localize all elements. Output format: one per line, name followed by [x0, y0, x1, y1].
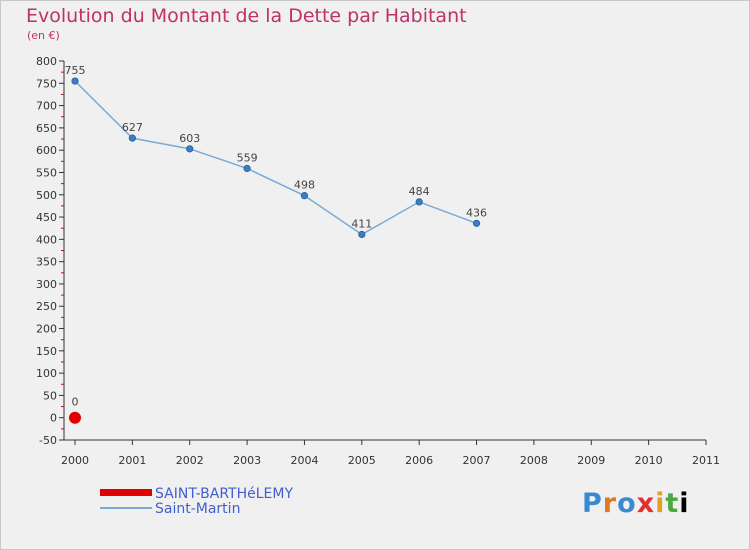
legend-swatch-saint-barthelemy [100, 489, 152, 496]
data-point-saint-martin [472, 219, 481, 227]
y-tick-label: 300 [36, 278, 57, 291]
data-point-saint-martin [128, 134, 136, 142]
y-tick-label: 650 [36, 122, 57, 135]
chart-subtitle: (en €) [27, 29, 60, 42]
data-label-saint-barthelemy: 0 [72, 396, 79, 409]
data-label-saint-martin: 627 [122, 121, 143, 134]
logo-letter: i [655, 488, 666, 519]
x-tick-label: 2007 [463, 454, 491, 467]
x-tick-label: 2005 [348, 454, 376, 467]
y-tick-label: 700 [36, 100, 57, 113]
y-tick-label: 250 [36, 300, 57, 313]
x-tick-label: 2008 [520, 454, 548, 467]
y-tick-label: 600 [36, 144, 57, 157]
y-tick-label: 100 [36, 367, 57, 380]
data-point-saint-martin [300, 192, 309, 200]
x-tick-label: 2001 [118, 454, 146, 467]
y-tick-label: 550 [36, 166, 57, 179]
chart-title: Evolution du Montant de la Dette par Hab… [26, 5, 467, 27]
data-label-saint-martin: 603 [179, 132, 200, 145]
logo-letter: r [602, 488, 618, 519]
y-tick-label: -50 [39, 434, 57, 447]
x-tick-label: 2010 [635, 454, 663, 467]
data-label-saint-martin: 755 [65, 64, 86, 77]
y-tick-label: 50 [43, 389, 57, 402]
x-tick-label: 2011 [692, 454, 720, 467]
x-tick-label: 2002 [176, 454, 204, 467]
data-point-saint-martin [186, 145, 194, 153]
y-tick-label: 450 [36, 211, 57, 224]
logo-letter: i [679, 488, 690, 519]
logo-letter: o [617, 488, 637, 519]
series-line-saint-martin [74, 80, 477, 236]
data-label-saint-martin: 436 [466, 206, 487, 219]
data-point-saint-martin [358, 230, 366, 239]
y-tick-label: 500 [36, 189, 57, 202]
y-tick-label: 150 [36, 345, 57, 358]
data-label-saint-martin: 484 [409, 185, 430, 198]
x-tick-label: 2003 [233, 454, 261, 467]
data-point-saint-barthelemy [69, 411, 81, 424]
x-tick-label: 2006 [405, 454, 433, 467]
data-point-saint-martin [243, 164, 251, 173]
data-point-saint-martin [71, 77, 79, 85]
x-tick-label: 2004 [290, 454, 318, 467]
data-label-saint-martin: 498 [294, 179, 315, 192]
logo-letter: t [665, 488, 680, 519]
data-point-saint-martin [415, 198, 423, 206]
x-tick-label: 2000 [61, 454, 89, 467]
data-label-saint-martin: 411 [351, 217, 372, 230]
legend-label-saint-martin: Saint-Martin [155, 501, 240, 517]
y-tick-label: 400 [36, 233, 57, 246]
data-label-saint-martin: 559 [237, 151, 258, 164]
legend-label-saint-barthelemy: SAINT-BARTHéLEMY [155, 486, 293, 502]
y-tick-label: 750 [36, 77, 57, 90]
y-tick-label: 0 [50, 412, 57, 425]
logo-letter: x [636, 488, 656, 519]
y-tick-label: 800 [36, 55, 57, 68]
logo-letter: P [582, 488, 603, 519]
x-tick-label: 2009 [577, 454, 605, 467]
proxiti-logo: Proxiti [582, 488, 690, 519]
y-tick-label: 200 [36, 323, 57, 336]
y-tick-label: 350 [36, 256, 57, 269]
